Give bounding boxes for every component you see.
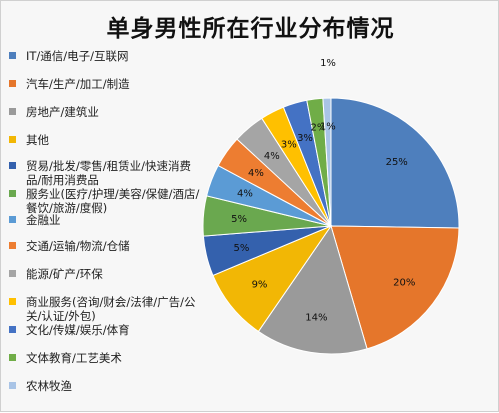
legend-label: 文化/传媒/娱乐/体育 (26, 323, 130, 337)
legend-label: 服务业(医疗/护理/美容/保健/酒店/餐饮/旅游/度假) (26, 187, 200, 215)
legend-label: 房地产/建筑业 (26, 105, 99, 119)
data-label: 25% (386, 157, 408, 168)
legend-swatch (9, 242, 16, 249)
legend-label: 金融业 (26, 213, 61, 227)
legend-swatch (9, 162, 16, 169)
legend-label: 能源/矿产/环保 (26, 267, 103, 281)
data-label: 14% (305, 313, 327, 324)
legend-swatch (9, 354, 16, 361)
legend-label: 其他 (26, 133, 49, 147)
legend-swatch (9, 80, 16, 87)
data-label: 2% (310, 123, 326, 134)
data-label: 5% (233, 243, 249, 254)
legend-label: 汽车/生产/加工/制造 (26, 77, 130, 91)
legend-swatch (9, 326, 16, 333)
legend-label: 交通/运输/物流/仓储 (26, 239, 130, 253)
legend-swatch (9, 190, 16, 197)
data-label: 9% (252, 280, 268, 291)
legend-swatch (9, 52, 16, 59)
data-label: 3% (281, 140, 297, 151)
legend-swatch (9, 136, 16, 143)
legend-swatch (9, 108, 16, 115)
legend-swatch (9, 382, 16, 389)
legend-label: 贸易/批发/零售/租赁业/快速消费品/耐用消费品 (26, 159, 191, 187)
data-label-extra: 1% (320, 58, 336, 69)
data-label: 5% (231, 214, 247, 225)
data-label: 4% (248, 168, 264, 179)
data-label: 4% (264, 151, 280, 162)
data-label: 4% (237, 189, 253, 200)
pie-slice (330, 97, 460, 229)
pie-slice (322, 97, 332, 227)
chart-title: 单身男性所在行业分布情况 (106, 16, 395, 42)
legend-label: 商业服务(咨询/财会/法律/广告/公关/认证/外包) (26, 295, 196, 323)
data-label: 3% (297, 133, 313, 144)
pie-slice (257, 224, 368, 355)
legend-swatch (9, 270, 16, 277)
data-label: 20% (393, 277, 415, 288)
legend-swatch (9, 298, 16, 305)
legend-label: 文体教育/工艺美术 (26, 351, 122, 365)
legend-swatch (9, 216, 16, 223)
legend-label: IT/通信/电子/互联网 (26, 49, 129, 63)
pie-slice (330, 225, 460, 350)
legend-label: 农林牧渔 (26, 379, 72, 393)
data-label: 1% (320, 122, 336, 133)
